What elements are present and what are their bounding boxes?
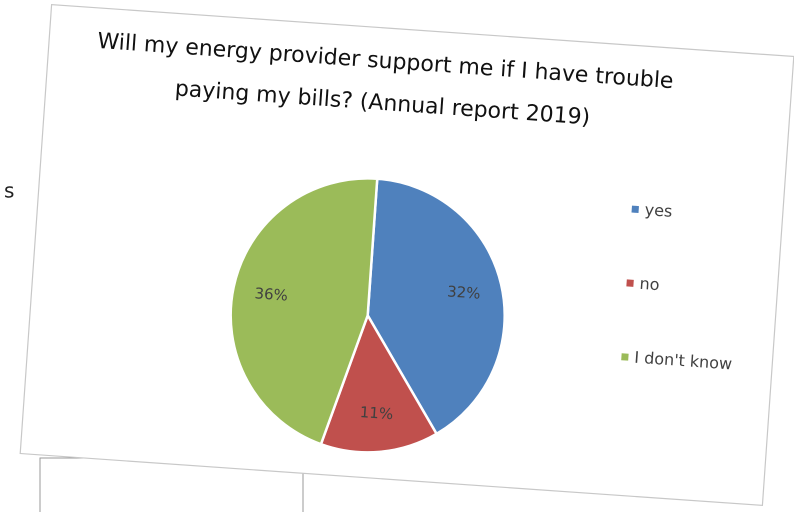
page-fragment: s [4, 179, 14, 203]
legend-label: no [639, 274, 660, 294]
data-label: 32% [447, 282, 482, 302]
legend-swatch [621, 353, 629, 361]
chart-card: Will my energy provider support me if I … [19, 3, 794, 507]
legend-label: yes [644, 200, 673, 221]
pie-slice [229, 177, 379, 446]
legend-swatch [626, 279, 634, 287]
pie-slice [319, 312, 439, 454]
pie-slice [366, 177, 506, 436]
data-label: 36% [254, 284, 289, 304]
legend-swatch [631, 205, 639, 214]
data-label: 11% [359, 403, 394, 423]
